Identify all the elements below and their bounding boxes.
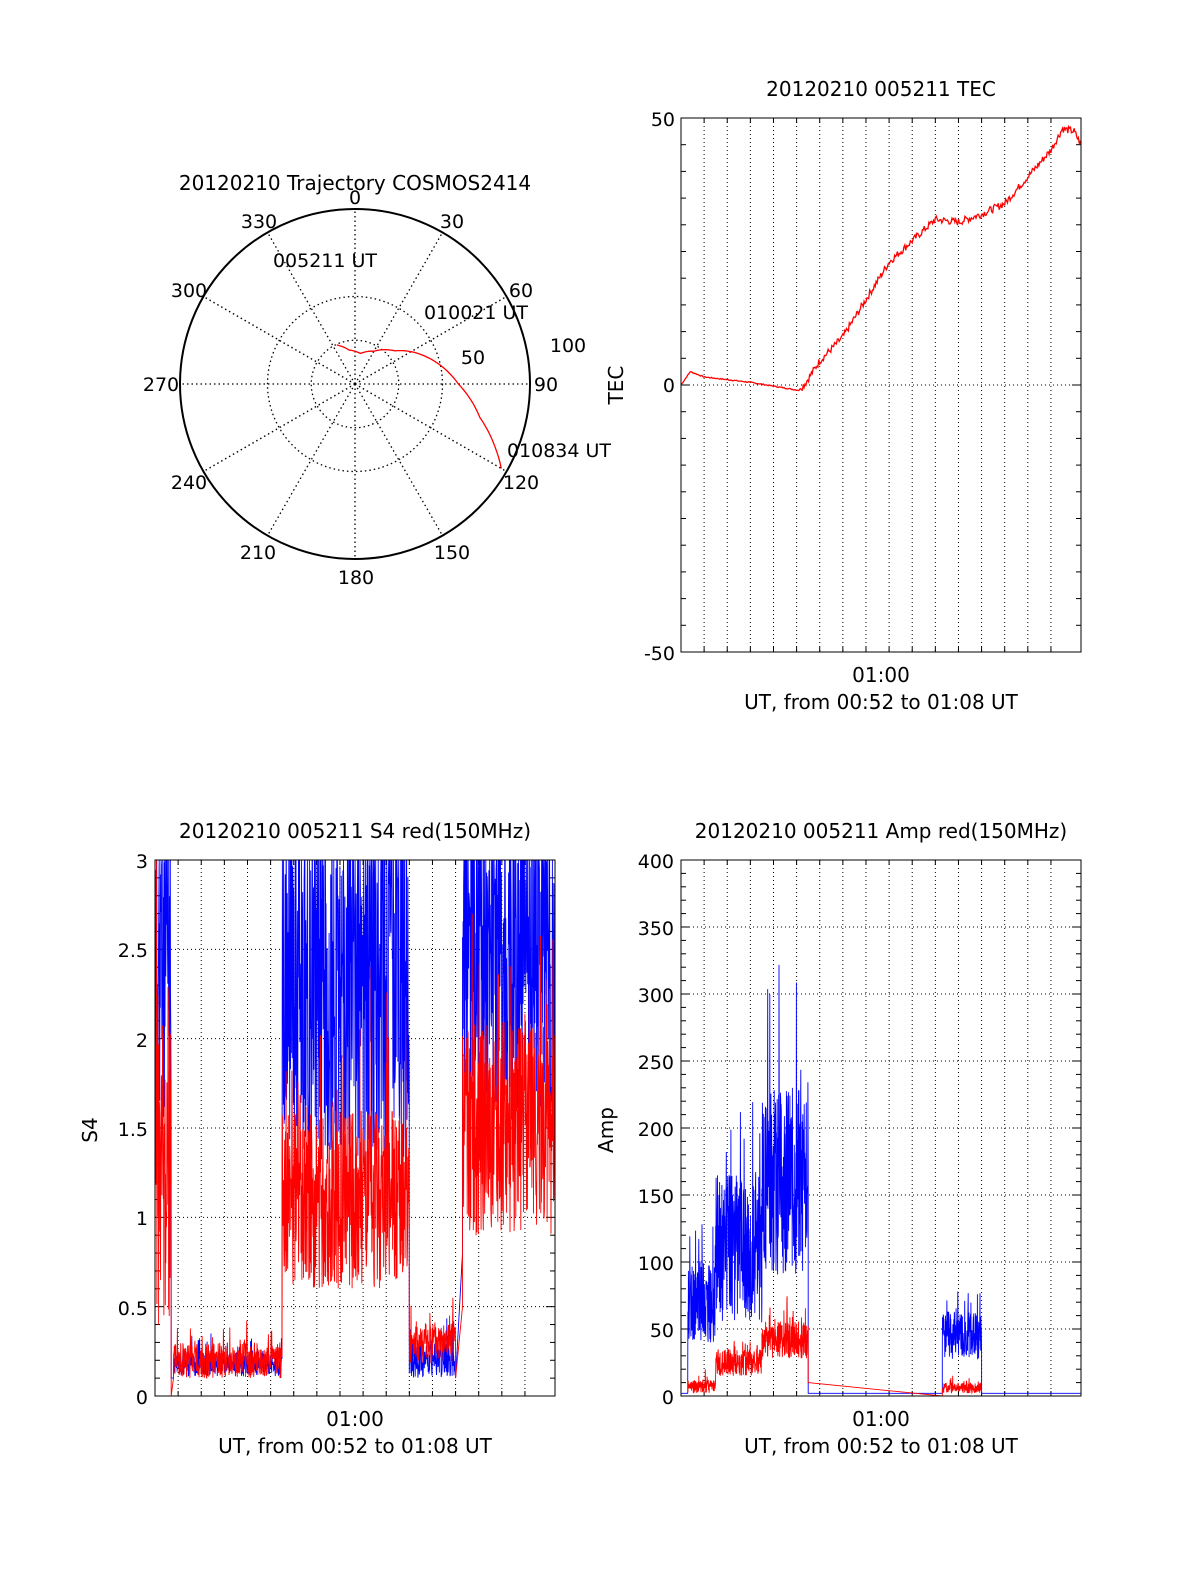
trajectory-line xyxy=(336,344,502,469)
amp-yticks: 400 350 300 250 200 150 100 50 0 xyxy=(638,851,674,1409)
amp-ytick: 250 xyxy=(638,1052,674,1074)
s4-title: 20120210 005211 S4 red(150MHz) xyxy=(179,819,531,843)
annotation-mid-time: 010021 UT xyxy=(424,302,528,324)
polar-azimuth-labels: 0 30 60 90 120 150 180 210 240 270 300 3… xyxy=(143,187,558,589)
amp-chart: 20120210 005211 Amp red(150MHz) 400 350 … xyxy=(594,819,1082,1458)
s4-ytick: 2.5 xyxy=(118,940,148,962)
azimuth-label-330: 330 xyxy=(241,211,277,233)
annotation-end-time: 010834 UT xyxy=(507,440,611,462)
ring-label-100: 100 xyxy=(550,335,586,357)
amp-grid xyxy=(681,860,1081,1396)
polar-outer-circle xyxy=(179,208,531,560)
amp-red-series xyxy=(687,1296,983,1397)
amp-ytick: 150 xyxy=(638,1186,674,1208)
ring-label-50: 50 xyxy=(461,347,485,369)
tec-xtick-label: 01:00 xyxy=(852,663,910,687)
s4-ytick: 0.5 xyxy=(118,1298,148,1320)
s4-ytick: 3 xyxy=(136,851,148,873)
tec-title: 20120210 005211 TEC xyxy=(766,77,996,101)
tec-ticks xyxy=(681,118,1081,652)
s4-red-series xyxy=(154,859,556,1397)
amp-ytick: 400 xyxy=(638,851,674,873)
azimuth-label-0: 0 xyxy=(349,187,361,209)
s4-yticks: 3 2.5 2 1.5 1 0.5 0 xyxy=(118,851,148,1409)
azimuth-label-300: 300 xyxy=(171,280,207,302)
tec-chart: 20120210 005211 TEC 50 0 -50 TEC 01:00 U… xyxy=(604,77,1082,714)
azimuth-label-240: 240 xyxy=(171,472,207,494)
s4-ylabel: S4 xyxy=(78,1117,102,1142)
tec-series-line xyxy=(680,124,1082,392)
s4-ytick: 1 xyxy=(136,1208,148,1230)
annotation-start-time: 005211 UT xyxy=(273,250,377,272)
azimuth-label-30: 30 xyxy=(440,211,464,233)
polar-spoke xyxy=(203,383,356,473)
azimuth-label-150: 150 xyxy=(434,542,470,564)
tec-ytick-0: 0 xyxy=(663,375,675,397)
polar-ring xyxy=(266,295,444,473)
amp-blue-series xyxy=(681,964,1081,1394)
s4-ytick: 0 xyxy=(136,1387,148,1409)
tec-grid xyxy=(681,118,1081,652)
tec-ytick-minus-50: -50 xyxy=(644,643,675,665)
azimuth-label-180: 180 xyxy=(338,567,374,589)
amp-ytick: 300 xyxy=(638,985,674,1007)
amp-ytick: 0 xyxy=(662,1387,674,1409)
polar-grid xyxy=(180,209,530,559)
polar-title: 20120210 Trajectory COSMOS2414 xyxy=(179,171,531,195)
azimuth-label-60: 60 xyxy=(509,280,533,302)
s4-xlabel: UT, from 00:52 to 01:08 UT xyxy=(218,1434,493,1458)
s4-ytick: 2 xyxy=(136,1030,148,1052)
azimuth-label-120: 120 xyxy=(503,472,539,494)
azimuth-label-90: 90 xyxy=(534,374,558,396)
amp-ytick: 100 xyxy=(638,1253,674,1275)
s4-frame xyxy=(154,859,556,1397)
polar-trajectory-chart: 20120210 Trajectory COSMOS2414 0 30 60 9… xyxy=(143,171,612,589)
amp-ylabel: Amp xyxy=(594,1107,618,1153)
amp-frame xyxy=(680,859,1082,1397)
tec-ytick-50: 50 xyxy=(651,109,675,131)
azimuth-label-270: 270 xyxy=(143,374,179,396)
tec-xlabel: UT, from 00:52 to 01:08 UT xyxy=(744,690,1019,714)
amp-xtick-label: 01:00 xyxy=(852,1407,910,1431)
s4-ytick: 1.5 xyxy=(118,1119,148,1141)
s4-xtick-label: 01:00 xyxy=(326,1407,384,1431)
tec-ylabel: TEC xyxy=(604,366,628,406)
s4-blue-series xyxy=(154,859,556,1379)
amp-xlabel: UT, from 00:52 to 01:08 UT xyxy=(744,1434,1019,1458)
polar-ring xyxy=(310,339,400,429)
amp-title: 20120210 005211 Amp red(150MHz) xyxy=(695,819,1067,843)
s4-chart: 20120210 005211 S4 red(150MHz) 3 2.5 2 1… xyxy=(78,819,556,1458)
amp-ytick: 200 xyxy=(638,1119,674,1141)
amp-ytick: 350 xyxy=(638,918,674,940)
azimuth-label-210: 210 xyxy=(240,542,276,564)
polar-spoke xyxy=(266,383,356,536)
tec-frame xyxy=(680,117,1082,653)
amp-ytick: 50 xyxy=(650,1320,674,1342)
